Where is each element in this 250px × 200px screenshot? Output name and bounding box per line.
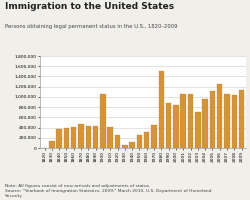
Bar	[92, 126, 98, 148]
Bar	[187, 94, 192, 148]
Bar	[216, 84, 222, 148]
Text: Persons obtaining legal permanent status in the U.S., 1820–2009: Persons obtaining legal permanent status…	[5, 24, 177, 29]
Bar	[64, 128, 69, 148]
Bar	[202, 99, 207, 148]
Bar	[85, 126, 91, 148]
Bar	[223, 94, 229, 148]
Bar	[194, 112, 200, 148]
Bar	[71, 127, 76, 148]
Bar	[129, 142, 134, 148]
Text: Immigration to the United States: Immigration to the United States	[5, 2, 173, 11]
Bar	[49, 141, 54, 148]
Bar	[56, 129, 62, 148]
Bar	[238, 90, 243, 148]
Bar	[122, 145, 127, 148]
Bar	[144, 132, 149, 148]
Bar	[231, 95, 236, 148]
Bar	[180, 94, 185, 148]
Bar	[114, 135, 120, 148]
Bar	[136, 135, 141, 148]
Bar	[158, 71, 164, 148]
Bar	[165, 103, 171, 148]
Bar	[107, 127, 112, 148]
Bar	[209, 91, 214, 148]
Text: Note: All figures consist of new arrivals and adjustments of status.
Source: "Ye: Note: All figures consist of new arrival…	[5, 184, 211, 198]
Bar	[78, 124, 84, 148]
Bar	[172, 105, 178, 148]
Bar	[151, 125, 156, 148]
Bar	[100, 94, 105, 148]
